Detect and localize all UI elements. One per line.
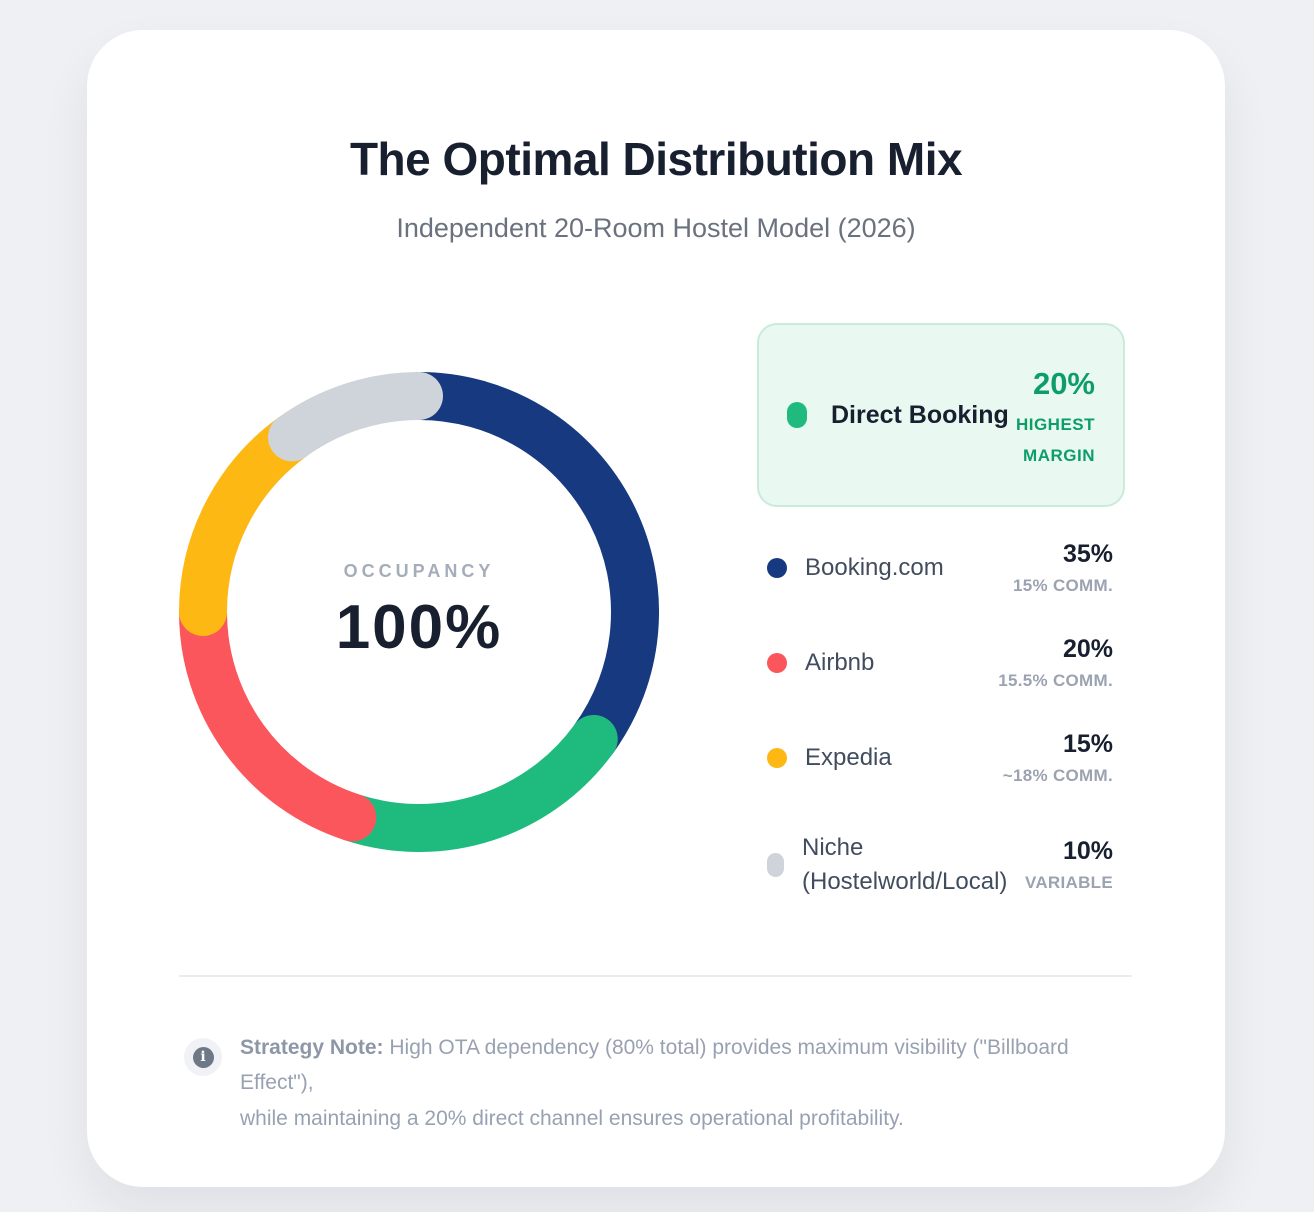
- donut-svg: [179, 372, 659, 852]
- info-icon: i: [184, 1038, 222, 1076]
- strategy-note-text: Strategy Note: High OTA dependency (80% …: [240, 1036, 1069, 1130]
- margin-tag: MARGIN: [1023, 446, 1095, 465]
- niche-dot-icon: [767, 853, 784, 877]
- arc-direct-booking: [328, 714, 618, 852]
- legend: Booking.com 35% 15% COMM. Airbnb 20% 15.…: [757, 535, 1125, 910]
- strategy-note-label: Strategy Note:: [240, 1036, 384, 1059]
- expedia-value: 15%: [1062, 730, 1113, 758]
- arc-airbnb: [179, 588, 377, 842]
- booking-com-dot-icon: [767, 558, 787, 578]
- direct-booking-value: 20%: [1032, 366, 1095, 401]
- strategy-note: i Strategy Note: High OTA dependency (80…: [184, 1030, 1114, 1136]
- infographic-card: The Optimal Distribution Mix Independent…: [87, 30, 1225, 1187]
- info-icon-glyph: i: [192, 1046, 214, 1068]
- legend-row-airbnb: Airbnb 20% 15.5% COMM.: [757, 630, 1125, 696]
- legend-row-booking-com: Booking.com 35% 15% COMM.: [757, 535, 1125, 601]
- niche-value: 10%: [1062, 837, 1113, 865]
- arc-expedia: [179, 413, 317, 636]
- booking-com-label: Booking.com: [805, 554, 944, 582]
- expedia-label: Expedia: [805, 744, 892, 772]
- niche-label: Niche (Hostelworld/Local): [802, 834, 1008, 895]
- direct-booking-stats: 20% HIGHEST MARGIN: [1016, 366, 1095, 464]
- booking-com-value: 35%: [1062, 540, 1113, 568]
- highest-tag: HIGHEST: [1015, 415, 1095, 434]
- legend-row-niche: Niche (Hostelworld/Local) 10% VARIABLE: [757, 820, 1125, 910]
- chart-subtitle: Independent 20-Room Hostel Model (2026): [396, 213, 916, 243]
- airbnb-commission: 15.5% COMM.: [998, 671, 1113, 690]
- airbnb-label: Airbnb: [805, 649, 875, 677]
- legend-row-expedia: Expedia 15% ~18% COMM.: [757, 725, 1125, 791]
- niche-commission: VARIABLE: [1024, 873, 1113, 892]
- chart-title: The Optimal Distribution Mix: [349, 133, 963, 185]
- highlight-card-direct-booking: Direct Booking 20% HIGHEST MARGIN: [757, 323, 1125, 507]
- airbnb-value: 20%: [1062, 635, 1113, 663]
- direct-booking-dot-icon: [787, 402, 807, 428]
- donut-chart: OCCUPANCY 100%: [179, 372, 659, 852]
- arc-niche: [268, 372, 443, 462]
- expedia-commission: ~18% COMM.: [1002, 766, 1113, 785]
- booking-com-commission: 15% COMM.: [1013, 576, 1113, 595]
- direct-booking-label: Direct Booking: [831, 400, 1009, 429]
- divider: [179, 975, 1132, 977]
- expedia-dot-icon: [767, 748, 787, 768]
- arc-booking-com: [395, 372, 659, 763]
- airbnb-dot-icon: [767, 653, 787, 673]
